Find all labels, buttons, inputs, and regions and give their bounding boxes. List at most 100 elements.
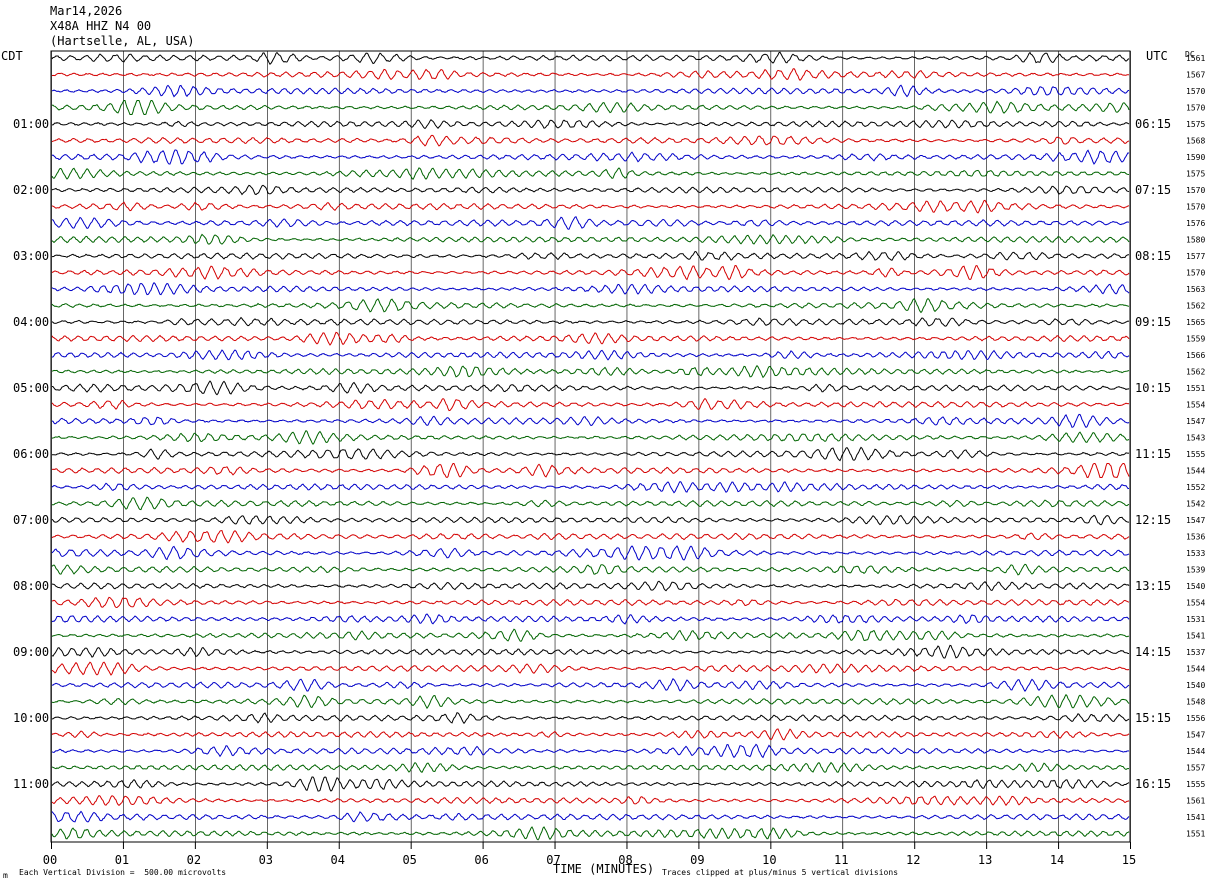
x-tick-label: 08 — [618, 853, 632, 867]
station-label: X48A HHZ N4 00 — [50, 19, 152, 33]
trace-dc-offset: 1547 — [1186, 516, 1205, 525]
right-hour-label: 10:15 — [1135, 381, 1171, 395]
location-label: (Hartselle, AL, USA) — [50, 34, 195, 48]
x-tick-label: 00 — [43, 853, 57, 867]
right-hour-label: 09:15 — [1135, 315, 1171, 329]
seismic-trace — [51, 67, 1130, 82]
plot-frame — [50, 50, 1131, 843]
seismic-trace — [51, 149, 1130, 165]
seismic-trace — [51, 430, 1130, 446]
left-hour-label: 06:00 — [13, 447, 49, 461]
x-tick-label: 14 — [1050, 853, 1064, 867]
right-hour-label: 08:15 — [1135, 249, 1171, 263]
trace-dc-offset: 1561 — [1186, 54, 1205, 63]
x-tick-label: 13 — [978, 853, 992, 867]
trace-dc-offset: 1555 — [1186, 450, 1205, 459]
seismic-trace — [51, 580, 1130, 592]
x-tick-label: 01 — [115, 853, 129, 867]
footer-clip-note: Traces clipped at plus/minus 5 vertical … — [662, 868, 899, 877]
seismic-trace — [51, 349, 1130, 361]
x-tick-label: 09 — [690, 853, 704, 867]
seismic-trace — [51, 810, 1130, 823]
trace-dc-offset: 1552 — [1186, 483, 1205, 492]
trace-dc-offset: 1562 — [1186, 368, 1205, 377]
trace-dc-offset: 1531 — [1186, 615, 1205, 624]
trace-dc-offset: 1556 — [1186, 714, 1205, 723]
seismic-trace — [51, 397, 1130, 412]
seismic-trace — [51, 316, 1130, 327]
seismic-trace — [51, 743, 1130, 759]
right-hour-label: 15:15 — [1135, 711, 1171, 725]
seismic-trace — [51, 167, 1130, 180]
left-timezone-label: CDT — [1, 49, 23, 63]
seismic-trace — [51, 826, 1130, 841]
trace-dc-offset: 1575 — [1186, 170, 1205, 179]
trace-dc-offset: 1547 — [1186, 731, 1205, 740]
right-hour-label: 14:15 — [1135, 645, 1171, 659]
trace-dc-offset: 1542 — [1186, 500, 1205, 509]
trace-dc-offset: 1566 — [1186, 351, 1205, 360]
trace-dc-offset: 1540 — [1186, 582, 1205, 591]
seismic-trace — [51, 563, 1130, 576]
corner-mark: m — [3, 871, 8, 880]
dc-column-label: DC — [1185, 50, 1195, 59]
seismic-trace — [51, 712, 1130, 725]
trace-dc-offset: 1567 — [1186, 71, 1205, 80]
left-hour-label: 10:00 — [13, 711, 49, 725]
left-hour-label: 01:00 — [13, 117, 49, 131]
date-label: Mar14,2026 — [50, 4, 123, 18]
trace-dc-offset: 1551 — [1186, 830, 1205, 839]
label-layer: 00 01 02 03 04 05 06 07 08 09 10 11 12 13 14 15 1561 1567… — [13, 54, 1205, 867]
left-hour-label: 07:00 — [13, 513, 49, 527]
trace-dc-offset: 1547 — [1186, 417, 1205, 426]
x-tick-label: 10 — [762, 853, 776, 867]
right-hour-label: 16:15 — [1135, 777, 1171, 791]
left-hour-label: 09:00 — [13, 645, 49, 659]
seismic-trace — [51, 233, 1130, 245]
left-hour-label: 02:00 — [13, 183, 49, 197]
seismic-trace — [51, 794, 1130, 807]
grid-layer — [50, 50, 1131, 849]
seismic-trace — [52, 596, 1130, 609]
seismic-trace — [51, 100, 1130, 115]
seismic-trace — [51, 480, 1130, 494]
seismic-trace — [51, 644, 1129, 659]
seismic-trace — [51, 51, 1130, 65]
trace-dc-offset: 1554 — [1186, 401, 1205, 410]
trace-dc-offset: 1544 — [1186, 747, 1205, 756]
left-hour-label: 03:00 — [13, 249, 49, 263]
right-hour-label: 06:15 — [1135, 117, 1171, 131]
trace-dc-offset: 1576 — [1186, 219, 1205, 228]
x-tick-label: 02 — [187, 853, 201, 867]
x-tick-label: 12 — [906, 853, 920, 867]
trace-dc-offset: 1536 — [1186, 533, 1205, 542]
right-hour-label: 13:15 — [1135, 579, 1171, 593]
seismic-trace — [51, 413, 1130, 428]
trace-dc-offset: 1540 — [1186, 681, 1205, 690]
x-tick-label: 11 — [834, 853, 848, 867]
trace-dc-offset: 1543 — [1186, 434, 1205, 443]
left-hour-label: 05:00 — [13, 381, 49, 395]
trace-dc-offset: 1541 — [1186, 632, 1205, 641]
trace-dc-offset: 1539 — [1186, 566, 1205, 575]
seismic-trace — [51, 761, 1130, 773]
trace-dc-offset: 1537 — [1186, 648, 1205, 657]
trace-dc-offset: 1533 — [1186, 549, 1205, 558]
trace-dc-offset: 1554 — [1186, 599, 1205, 608]
trace-dc-offset: 1562 — [1186, 302, 1205, 311]
seismic-trace — [51, 545, 1130, 561]
left-hour-label: 11:00 — [13, 777, 49, 791]
x-tick-label: 05 — [402, 853, 416, 867]
trace-dc-offset: 1590 — [1186, 153, 1205, 162]
seismic-trace — [51, 728, 1130, 741]
trace-dc-offset: 1561 — [1186, 797, 1205, 806]
trace-dc-offset: 1570 — [1186, 186, 1205, 195]
trace-dc-offset: 1570 — [1186, 87, 1205, 96]
trace-dc-offset: 1551 — [1186, 384, 1205, 393]
seismic-trace — [51, 84, 1130, 98]
seismic-trace — [51, 216, 1129, 230]
seismic-trace — [51, 184, 1130, 196]
seismic-trace — [51, 199, 1130, 214]
x-tick-label: 03 — [259, 853, 273, 867]
seismic-trace — [51, 364, 1130, 379]
